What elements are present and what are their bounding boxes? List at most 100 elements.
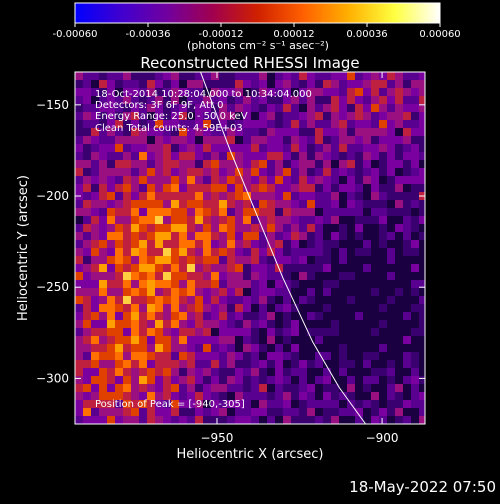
- heatmap-cell: [347, 408, 355, 416]
- heatmap-cell: [315, 168, 323, 176]
- heatmap-cell: [155, 160, 163, 168]
- heatmap-cell: [91, 216, 99, 224]
- heatmap-cell: [227, 216, 235, 224]
- heatmap-cell: [211, 272, 219, 280]
- heatmap-cell: [251, 352, 259, 360]
- heatmap-cell: [171, 304, 179, 312]
- heatmap-cell: [291, 168, 299, 176]
- heatmap-cell: [91, 304, 99, 312]
- heatmap-cell: [387, 320, 395, 328]
- heatmap-cell: [107, 264, 115, 272]
- heatmap-cell: [363, 96, 371, 104]
- heatmap-cell: [123, 160, 131, 168]
- heatmap-cell: [419, 112, 425, 120]
- heatmap-cell: [243, 248, 251, 256]
- heatmap-cell: [283, 392, 291, 400]
- heatmap-cell: [315, 368, 323, 376]
- heatmap-cell: [419, 184, 425, 192]
- heatmap-cell: [347, 320, 355, 328]
- heatmap-cell: [131, 120, 139, 128]
- heatmap-cell: [203, 232, 211, 240]
- heatmap-cell: [123, 280, 131, 288]
- heatmap-cell: [243, 224, 251, 232]
- heatmap-cell: [75, 360, 83, 368]
- heatmap-cell: [107, 72, 115, 80]
- heatmap-cell: [403, 168, 411, 176]
- heatmap-cell: [187, 328, 195, 336]
- heatmap-cell: [339, 136, 347, 144]
- heatmap-cell: [291, 104, 299, 112]
- heatmap-cell: [251, 256, 259, 264]
- heatmap-cell: [299, 104, 307, 112]
- heatmap-cell: [211, 200, 219, 208]
- heatmap-cell: [75, 168, 83, 176]
- heatmap-cell: [179, 144, 187, 152]
- heatmap-cell: [395, 384, 403, 392]
- heatmap-cell: [395, 280, 403, 288]
- heatmap-cell: [243, 200, 251, 208]
- heatmap-cell: [131, 160, 139, 168]
- heatmap-cell: [363, 128, 371, 136]
- heatmap-cell: [211, 184, 219, 192]
- heatmap-cell: [315, 416, 323, 424]
- heatmap-cell: [83, 272, 91, 280]
- y-tick-label: −150: [36, 98, 69, 112]
- heatmap-cell: [387, 104, 395, 112]
- heatmap-cell: [235, 184, 243, 192]
- annotation-energy: Energy Range: 25.0 - 50.0 keV: [95, 111, 248, 122]
- heatmap-cell: [243, 352, 251, 360]
- heatmap-cell: [267, 144, 275, 152]
- heatmap-cell: [163, 288, 171, 296]
- heatmap-cell: [347, 272, 355, 280]
- heatmap-cell: [411, 288, 419, 296]
- heatmap-cell: [267, 312, 275, 320]
- heatmap-cell: [339, 160, 347, 168]
- heatmap-cell: [139, 360, 147, 368]
- heatmap-cell: [315, 104, 323, 112]
- heatmap-cell: [299, 272, 307, 280]
- heatmap-cell: [91, 320, 99, 328]
- heatmap-cell: [283, 296, 291, 304]
- heatmap-cell: [155, 88, 163, 96]
- heatmap-cell: [83, 376, 91, 384]
- heatmap-cell: [83, 144, 91, 152]
- heatmap-cell: [299, 248, 307, 256]
- heatmap-cell: [411, 216, 419, 224]
- heatmap-cell: [315, 248, 323, 256]
- heatmap-cell: [235, 120, 243, 128]
- heatmap-cell: [403, 272, 411, 280]
- heatmap-cell: [283, 200, 291, 208]
- heatmap-cell: [267, 360, 275, 368]
- heatmap-cell: [131, 272, 139, 280]
- heatmap-cell: [203, 280, 211, 288]
- heatmap-cell: [347, 368, 355, 376]
- heatmap-cell: [307, 336, 315, 344]
- heatmap-cell: [283, 352, 291, 360]
- heatmap-cell: [323, 368, 331, 376]
- heatmap-cell: [179, 280, 187, 288]
- heatmap-cell: [315, 88, 323, 96]
- heatmap-cell: [387, 112, 395, 120]
- colorbar-tick-label: 0.00012: [273, 29, 314, 40]
- heatmap-cell: [403, 224, 411, 232]
- heatmap-cell: [211, 224, 219, 232]
- heatmap-cell: [363, 392, 371, 400]
- heatmap-cell: [227, 224, 235, 232]
- heatmap-cell: [411, 320, 419, 328]
- heatmap-cell: [115, 328, 123, 336]
- heatmap-cell: [171, 152, 179, 160]
- heatmap-cell: [331, 88, 339, 96]
- heatmap-cell: [147, 168, 155, 176]
- heatmap-cell: [299, 232, 307, 240]
- heatmap-cell: [211, 320, 219, 328]
- heatmap-cell: [403, 128, 411, 136]
- heatmap-cell: [107, 288, 115, 296]
- heatmap-cell: [227, 152, 235, 160]
- heatmap-cell: [179, 200, 187, 208]
- heatmap-cell: [203, 224, 211, 232]
- heatmap-cell: [363, 304, 371, 312]
- heatmap-cell: [403, 392, 411, 400]
- heatmap-cell: [131, 280, 139, 288]
- heatmap-cell: [115, 80, 123, 88]
- heatmap-cell: [91, 272, 99, 280]
